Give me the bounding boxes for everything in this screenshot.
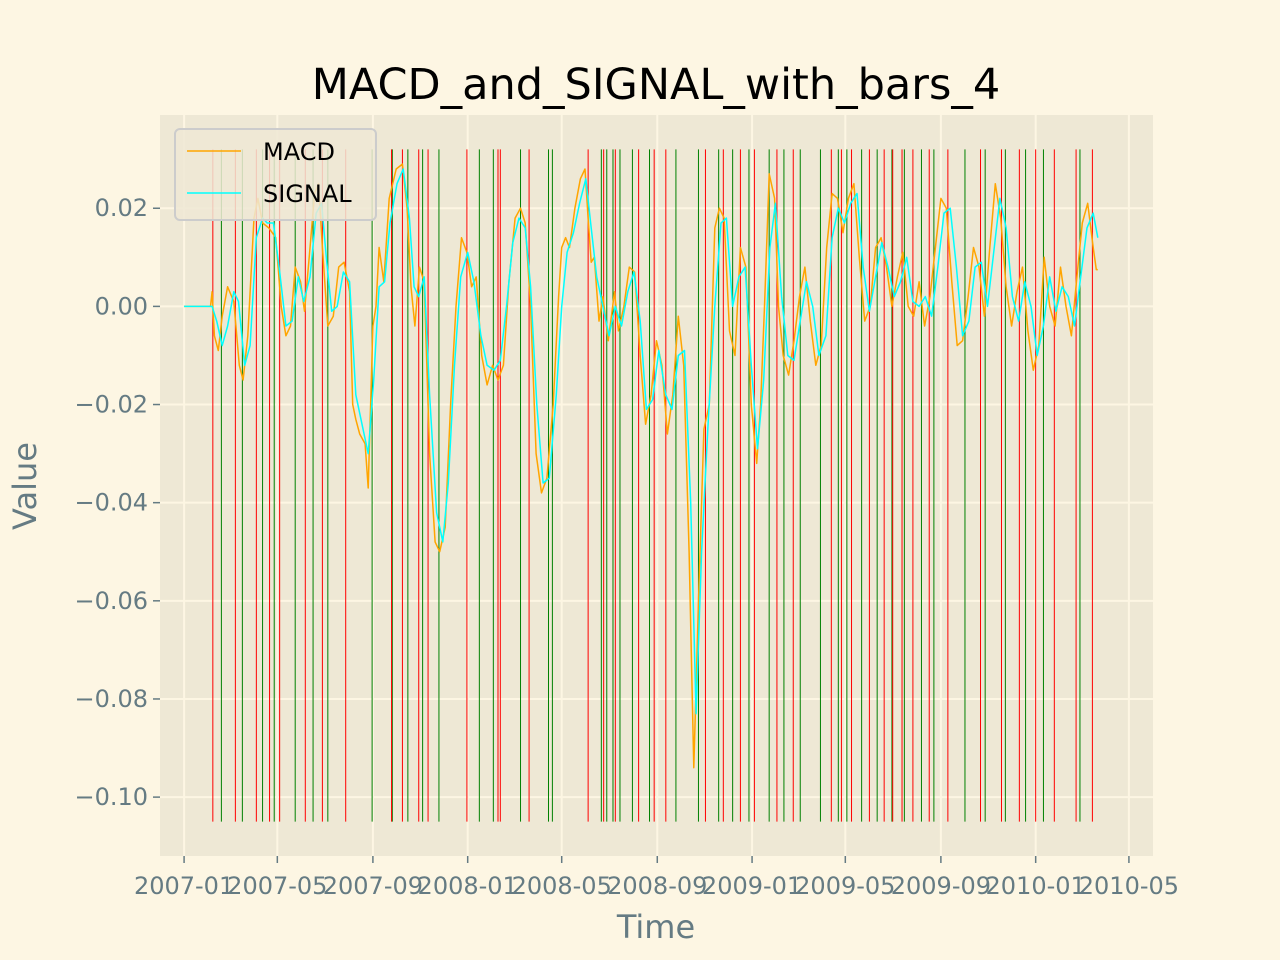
- y-tick-label: −0.10: [74, 783, 148, 811]
- series-lines: [184, 163, 1099, 769]
- legend-signal-label: SIGNAL: [263, 180, 352, 208]
- y-tick-label: 0.02: [95, 194, 148, 222]
- chart-title: MACD_and_SIGNAL_with_bars_4: [312, 60, 1000, 110]
- y-tick-label: −0.04: [74, 489, 148, 517]
- signal-bars: [212, 149, 1093, 822]
- y-tick-label: −0.08: [74, 685, 148, 713]
- x-tick-label: 2010-05: [1079, 872, 1179, 900]
- x-tick-label: 2008-01: [418, 872, 518, 900]
- x-axis-label: Time: [616, 908, 695, 946]
- x-tick-label: 2009-09: [891, 872, 991, 900]
- x-tick-label: 2007-01: [134, 872, 234, 900]
- y-tick-label: 0.00: [95, 292, 148, 320]
- legend-macd-label: MACD: [263, 138, 335, 166]
- signal-line: [184, 168, 1099, 715]
- y-tick-label: −0.02: [74, 391, 148, 419]
- x-axis: 2007-012007-052007-092008-012008-052008-…: [134, 856, 1179, 900]
- x-tick-label: 2009-01: [702, 872, 802, 900]
- x-tick-label: 2007-05: [227, 872, 327, 900]
- x-tick-label: 2008-09: [607, 872, 707, 900]
- x-tick-label: 2009-05: [795, 872, 895, 900]
- x-tick-label: 2007-09: [323, 872, 423, 900]
- legend: MACD SIGNAL: [174, 128, 377, 221]
- y-axis-label: Value: [6, 442, 44, 530]
- y-tick-label: −0.06: [74, 587, 148, 615]
- y-axis: 0.02 0.00 −0.02 −0.04 −0.06 −0.08 −0.10: [74, 194, 160, 811]
- x-tick-label: 2010-01: [986, 872, 1086, 900]
- x-tick-label: 2008-05: [512, 872, 612, 900]
